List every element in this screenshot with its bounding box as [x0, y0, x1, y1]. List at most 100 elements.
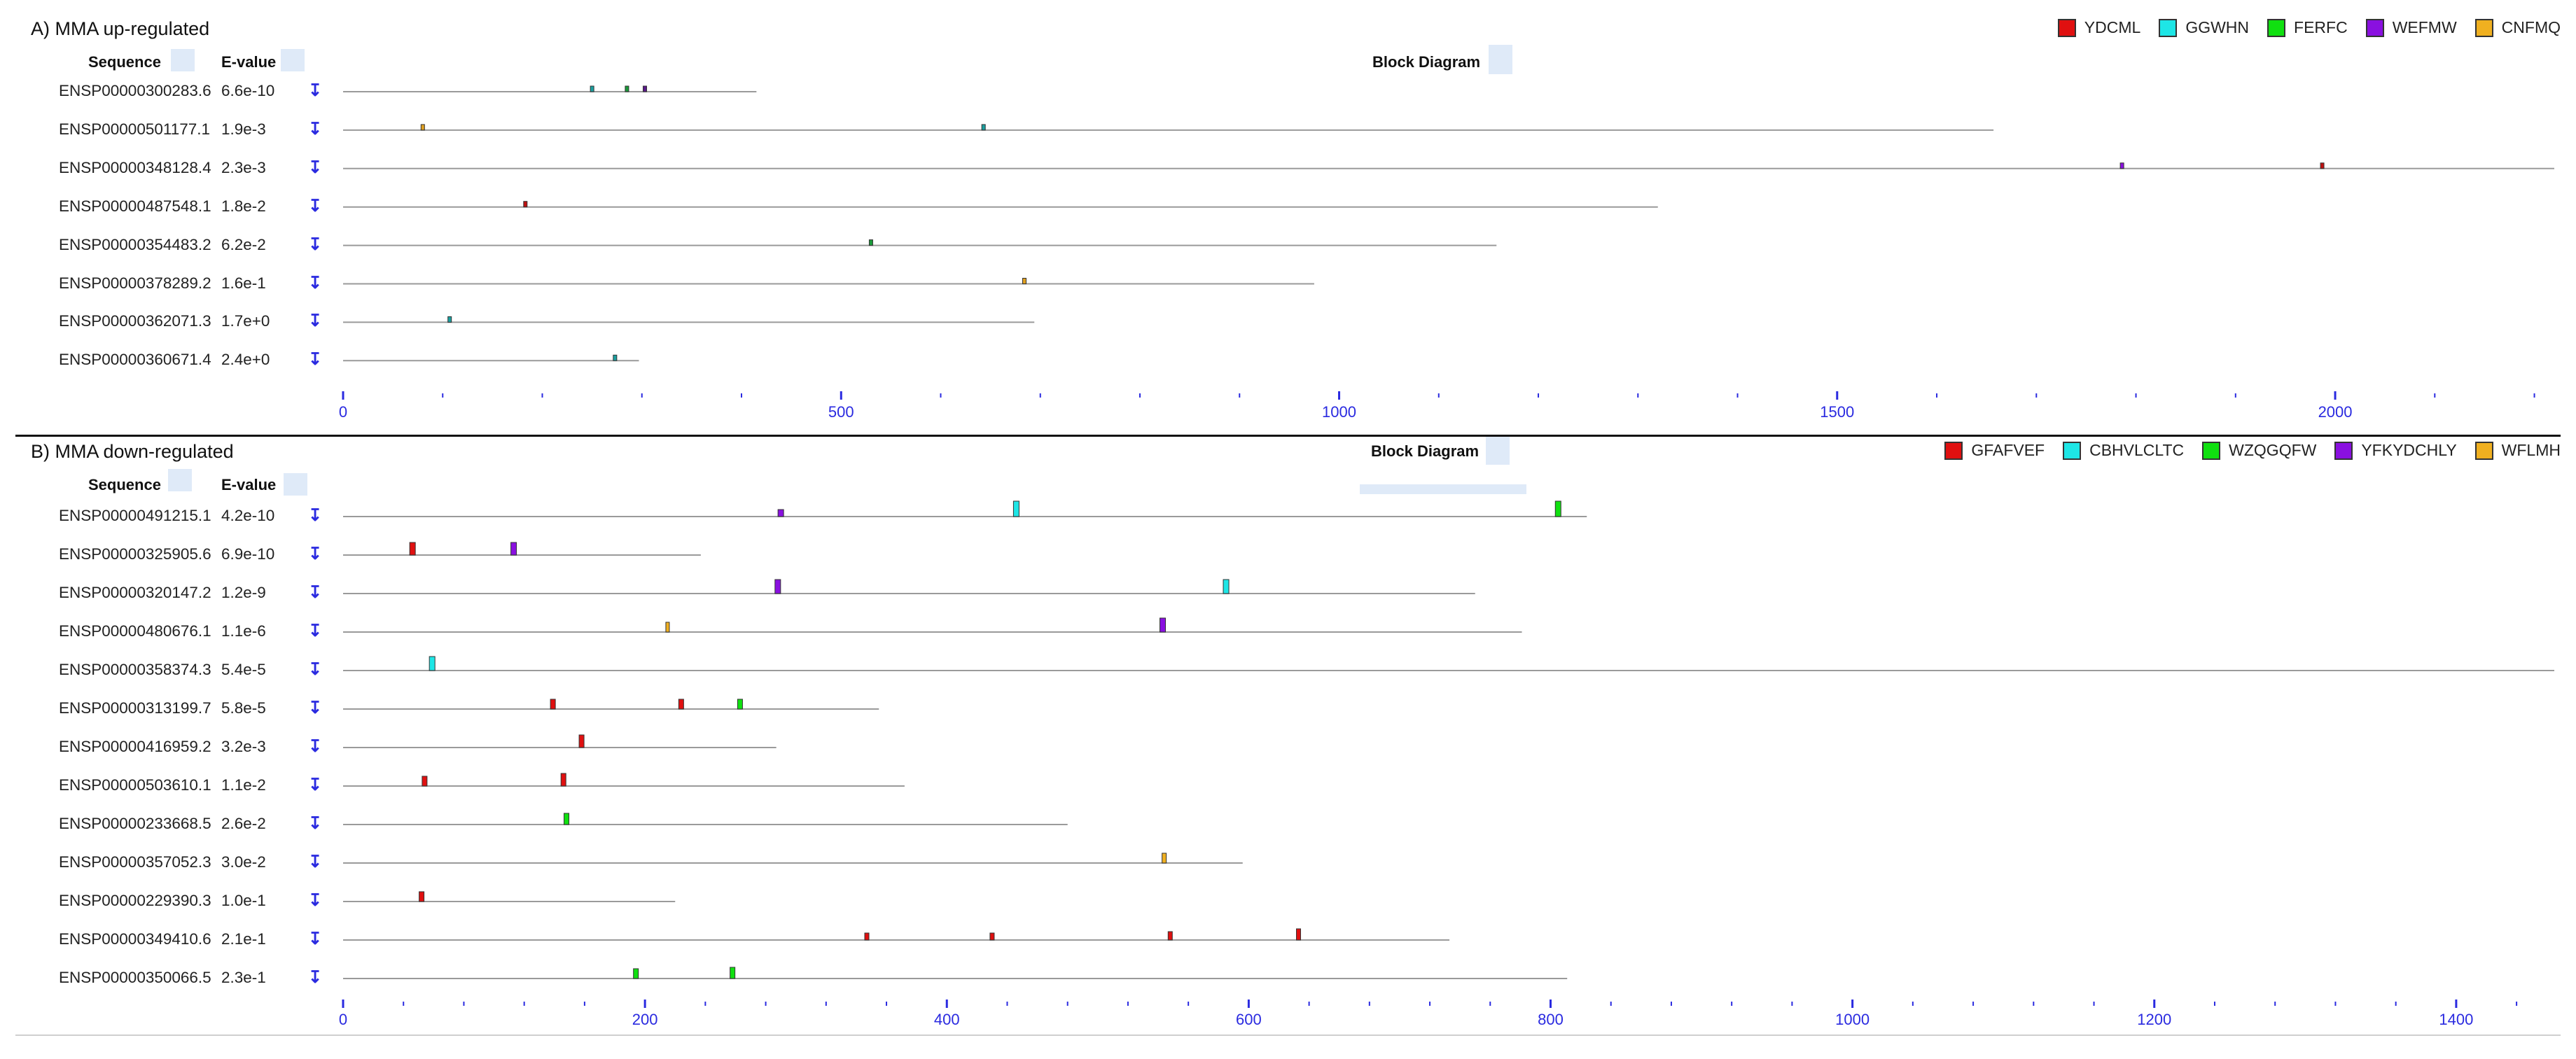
axis-tick-label: 600 [1236, 1011, 1262, 1028]
sequence-row: ENSP00000325905.6 6.9e-10 ↧ [0, 541, 2576, 569]
motif-block[interactable] [989, 932, 995, 941]
sequence-row: ENSP00000360671.4 2.4e+0 ↧ [0, 346, 2576, 374]
legend-item: GFAFVEF [1944, 441, 2045, 460]
motif-block[interactable] [643, 85, 648, 92]
motif-block[interactable] [560, 773, 566, 787]
axis-tick-label: 1200 [2137, 1011, 2171, 1028]
motif-block[interactable] [1554, 500, 1561, 517]
motif-block[interactable] [564, 813, 570, 825]
sequence-id: ENSP00000350066.5 [59, 969, 211, 986]
evalue-header[interactable]: E-value [221, 53, 277, 71]
sequence-row: ENSP00000416959.2 3.2e-3 ↧ [0, 734, 2576, 762]
legend-label: WFLMH [2501, 441, 2561, 459]
motif-block[interactable] [625, 85, 629, 92]
sequence-row: ENSP00000229390.3 1.0e-1 ↧ [0, 888, 2576, 916]
sequence-row: ENSP00000362071.3 1.7e+0 ↧ [0, 308, 2576, 336]
evalue-header[interactable]: E-value [221, 476, 277, 493]
legend-item: CBHVLCLTC [2063, 441, 2184, 460]
motif-block[interactable] [777, 509, 784, 517]
evalue: 6.2e-2 [221, 235, 266, 253]
evalue-sort-button[interactable] [284, 473, 307, 496]
motif-block[interactable] [1296, 928, 1302, 941]
legend-label: CBHVLCLTC [2089, 441, 2185, 459]
motif-block[interactable] [1167, 931, 1173, 941]
axis-tick-label: 800 [1538, 1011, 1564, 1028]
sequence-id: ENSP00000503610.1 [59, 776, 211, 794]
sequence-row: ENSP00000358374.3 5.4e-5 ↧ [0, 657, 2576, 685]
motif-block[interactable] [1160, 617, 1167, 633]
block-diagram-sort-button[interactable] [1489, 45, 1512, 74]
evalue: 5.8e-5 [221, 699, 266, 717]
motif-block[interactable] [981, 124, 986, 131]
motif-block[interactable] [1012, 500, 1019, 517]
legend-label: FERFC [2294, 18, 2348, 36]
motif-block[interactable] [737, 699, 743, 710]
sequence-row: ENSP00000491215.1 4.2e-10 ↧ [0, 503, 2576, 531]
motif-block[interactable] [1022, 278, 1027, 284]
evalue: 1.8e-2 [221, 197, 266, 215]
axis-tick-label: 200 [632, 1011, 658, 1028]
axis-tick-label: 1400 [2439, 1011, 2473, 1028]
sequence-row: ENSP00000354483.2 6.2e-2 ↧ [0, 232, 2576, 260]
evalue: 2.4e+0 [221, 351, 270, 369]
motif-block[interactable] [678, 699, 684, 710]
block-diagram-selection[interactable] [1360, 484, 1526, 494]
evalue: 2.3e-3 [221, 158, 266, 176]
sequence-header[interactable]: Sequence [88, 53, 161, 71]
sequence-sort-button[interactable] [168, 469, 192, 491]
motif-block[interactable] [409, 542, 416, 556]
block-diagram-header[interactable]: Block Diagram [1372, 53, 1481, 71]
motif-block[interactable] [665, 622, 670, 633]
motif-block[interactable] [774, 579, 781, 594]
motif-block[interactable] [1162, 853, 1167, 864]
motif-block[interactable] [510, 542, 517, 556]
block-diagram-header[interactable]: Block Diagram [1371, 442, 1480, 460]
evalue: 1.1e-6 [221, 622, 266, 640]
motif-block[interactable] [2119, 162, 2124, 169]
sequence-id: ENSP00000325905.6 [59, 545, 211, 563]
legend-swatch [2057, 18, 2076, 37]
motif-block[interactable] [447, 316, 452, 323]
motif-block[interactable] [419, 891, 425, 902]
sequence-row: ENSP00000378289.2 1.6e-1 ↧ [0, 270, 2576, 298]
sequence-row: ENSP00000348128.4 2.3e-3 ↧ [0, 155, 2576, 183]
sequence-id: ENSP00000357052.3 [59, 853, 211, 871]
motif-block[interactable] [550, 699, 556, 710]
panel-down-regulated: B) MMA down-regulated Block Diagram Sequ… [0, 435, 2576, 1046]
sequence-id: ENSP00000378289.2 [59, 274, 211, 292]
motif-block[interactable] [420, 124, 425, 131]
legend-label: YDCML [2084, 18, 2141, 36]
motif-block[interactable] [2320, 162, 2325, 169]
block-diagram-sort-button[interactable] [1486, 437, 1510, 465]
motif-block[interactable] [613, 354, 618, 361]
motif-block[interactable] [633, 968, 639, 979]
sequence-header[interactable]: Sequence [88, 476, 161, 493]
sequence-row: ENSP00000313199.7 5.8e-5 ↧ [0, 695, 2576, 723]
legend-item: WEFMW [2365, 18, 2457, 37]
motif-block[interactable] [523, 201, 528, 208]
axis-tick-label: 0 [339, 403, 347, 421]
legend-label: GFAFVEF [1971, 441, 2045, 459]
sequence-sort-button[interactable] [171, 49, 195, 71]
legend-swatch [2334, 441, 2353, 460]
motif-block[interactable] [864, 932, 870, 941]
motif-block[interactable] [590, 85, 594, 92]
legend-item: YFKYDCHLY [2334, 441, 2457, 460]
evalue-sort-button[interactable] [281, 49, 305, 71]
motif-block[interactable] [868, 239, 873, 246]
sequence-id: ENSP00000480676.1 [59, 622, 211, 640]
motif-block[interactable] [730, 967, 736, 979]
evalue: 1.1e-2 [221, 776, 266, 794]
motif-block[interactable] [1223, 579, 1230, 594]
legend-item: YDCML [2057, 18, 2141, 37]
legend-item: GGWHN [2159, 18, 2249, 37]
motif-block[interactable] [429, 656, 436, 671]
motif-block[interactable] [578, 734, 585, 748]
legend-label: GGWHN [2185, 18, 2250, 36]
panel-up-regulated: A) MMA up-regulated Sequence E-value Blo… [0, 0, 2576, 435]
sequence-id: ENSP00000416959.2 [59, 738, 211, 755]
sequence-id: ENSP00000354483.2 [59, 235, 211, 253]
legend-label: WZQGQFW [2229, 441, 2317, 459]
motif-block[interactable] [422, 776, 428, 787]
